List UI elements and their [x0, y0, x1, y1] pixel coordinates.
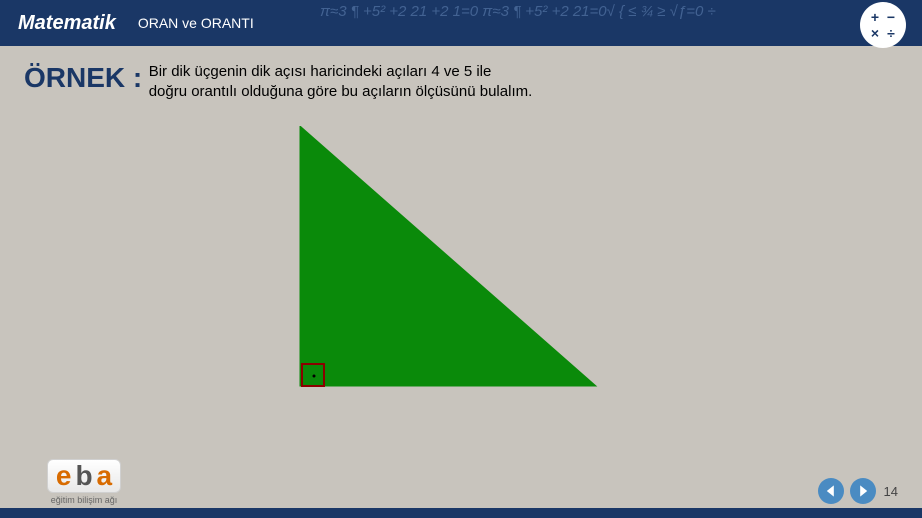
divide-icon: ÷ [883, 25, 899, 41]
footer-accent-bar [0, 508, 922, 518]
slide-header: Matematik ORAN ve ORANTI π≈3 ¶ +5² +2 21… [0, 0, 922, 46]
arrow-right-icon [856, 484, 870, 498]
problem-text: Bir dik üçgenin dik açısı haricindeki aç… [149, 62, 533, 102]
plus-icon: + [867, 9, 883, 25]
eba-logo: e b a eğitim bilişim ağı [24, 458, 144, 506]
example-label: ÖRNEK : [24, 62, 142, 94]
slide-content: ÖRNEK : Bir dik üçgenin dik açısı harici… [0, 46, 922, 118]
problem-line-1: Bir dik üçgenin dik açısı haricindeki aç… [149, 63, 492, 80]
subject-title: Matematik [18, 12, 116, 35]
math-ops-icon: + − × ÷ [860, 2, 906, 48]
arrow-left-icon [824, 484, 838, 498]
right-triangle [300, 126, 596, 386]
logo-letter-a: a [95, 462, 115, 490]
slide-footer: e b a eğitim bilişim ağı 14 [0, 448, 922, 518]
page-number: 14 [884, 484, 898, 499]
next-button[interactable] [850, 478, 876, 504]
times-icon: × [867, 25, 883, 41]
minus-icon: − [883, 9, 899, 25]
logo-letter-b: b [73, 462, 94, 490]
topic-subtitle: ORAN ve ORANTI [138, 15, 254, 31]
prev-button[interactable] [818, 478, 844, 504]
problem-line-2: doğru orantılı olduğuna göre bu açıların… [149, 82, 533, 102]
decorative-math-symbols: π≈3 ¶ +5² +2 21 +2 1=0 π≈3 ¶ +5² +2 21=0… [320, 0, 840, 46]
slide-nav: 14 [818, 478, 898, 504]
logo-subtitle: eğitim bilişim ağı [51, 495, 118, 505]
marker-dot [313, 375, 316, 378]
triangle-figure [280, 126, 620, 406]
logo-letter-e: e [54, 462, 74, 490]
